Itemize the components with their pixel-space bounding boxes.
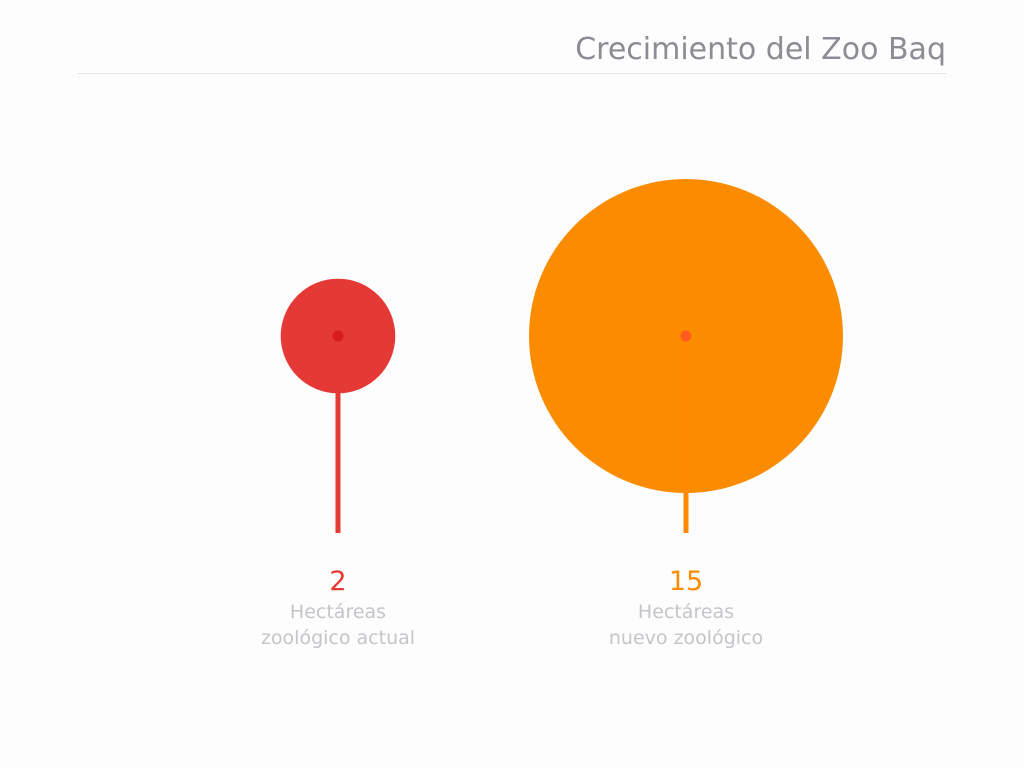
caption-label-0-1: zoológico actual: [261, 627, 415, 649]
bubble-group-1: 15 Hectáreas nuevo zoológico: [529, 179, 843, 649]
bubble-center-dot-0: [332, 330, 344, 342]
value-label-1: 15: [669, 566, 703, 597]
bubble-group-0: 2 Hectáreas zoológico actual: [261, 278, 415, 649]
caption-label-1-1: nuevo zoológico: [609, 627, 763, 649]
value-label-0: 2: [329, 566, 346, 597]
bubble-center-dot-1: [680, 330, 692, 342]
caption-label-0-0: Hectáreas: [290, 601, 386, 623]
chart-title: Crecimiento del Zoo Baq: [575, 32, 946, 67]
title-divider: [77, 73, 947, 74]
caption-label-1-0: Hectáreas: [638, 601, 734, 623]
